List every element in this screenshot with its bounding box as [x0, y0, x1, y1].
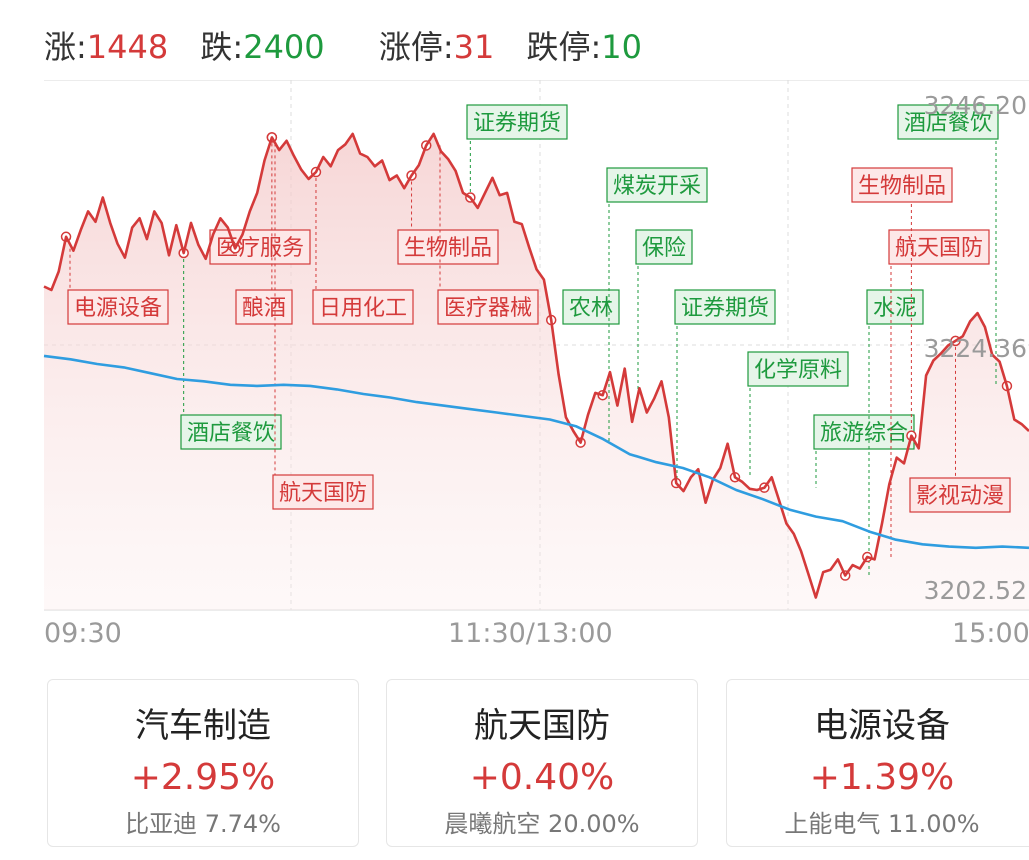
annotation-tag-box	[209, 229, 311, 265]
limit-down-value: 10	[601, 28, 643, 66]
annotation-tag-label: 证券期货	[473, 111, 561, 136]
market-stats-bar: 涨:1448 跌:2400 涨停:31 跌停:10	[44, 22, 664, 68]
sector-leader: 上能电气 11.00%	[784, 810, 980, 838]
annotation-tag-box	[272, 474, 374, 510]
y-tick-high: 3246.20	[924, 91, 1027, 120]
average-price-line	[43, 354, 1029, 550]
annotation-tag-box	[606, 167, 708, 203]
annotation-tag-box	[747, 351, 849, 387]
annotation-tag-box	[562, 289, 620, 325]
annotation-tag-box	[466, 104, 568, 140]
sector-leader: 晨曦航空 20.00%	[444, 810, 640, 838]
x-tick-midday: 11:30/13:00	[448, 618, 613, 649]
sector-change: +0.40%	[469, 757, 615, 798]
annotation-tag-box	[635, 229, 693, 265]
annotation-tag-box	[235, 289, 293, 325]
sector-change: +1.39%	[809, 757, 955, 798]
annotation-tag-label: 生物制品	[404, 236, 492, 261]
annotation-tag-label: 旅游综合	[820, 421, 908, 446]
annotation-tag-label: 保险	[642, 236, 686, 261]
annotation-tag-box	[813, 414, 915, 450]
index-area-fill	[44, 133, 1029, 610]
sector-leader: 比亚迪 7.74%	[125, 810, 281, 838]
sector-card-aerospace[interactable]: 航天国防 +0.40% 晨曦航空 20.00%	[386, 679, 698, 847]
annotation-tag-label: 酒店餐饮	[904, 111, 992, 136]
annotation-tag-label: 影视动漫	[916, 484, 1004, 509]
sector-change: +2.95%	[130, 757, 276, 798]
annotation-tag-box	[180, 414, 282, 450]
up-count-value: 1448	[86, 28, 169, 66]
y-tick-mid: 3224.36	[924, 334, 1027, 363]
index-price-line	[43, 132, 1029, 599]
y-tick-low: 3202.52	[924, 576, 1027, 605]
annotation-tag-label: 水泥	[873, 296, 917, 321]
annotation-tag-box	[312, 289, 414, 325]
annotation-tag-label: 酿酒	[242, 296, 286, 321]
annotation-tag-box	[897, 104, 999, 140]
annotation-tag-box	[866, 289, 924, 325]
annotation-tag-box	[67, 289, 169, 325]
annotation-tag-box	[397, 229, 499, 265]
annotation-tag-label: 煤炭开采	[613, 174, 701, 199]
sector-name: 汽车制造	[135, 706, 271, 746]
annotation-tag-box	[888, 229, 990, 265]
sector-cards: 汽车制造 +2.95% 比亚迪 7.74% 航天国防 +0.40% 晨曦航空 2…	[47, 679, 1029, 849]
annotation-tag-label: 航天国防	[895, 236, 983, 261]
x-tick-close: 15:00	[952, 618, 1029, 649]
down-count-label: 跌:	[200, 28, 244, 66]
annotation-tag-box	[674, 289, 776, 325]
annotation-tag-label: 电源设备	[74, 296, 162, 321]
annotation-tag-box	[437, 289, 539, 325]
annotation-tag-label: 航天国防	[279, 481, 367, 506]
limit-down-label: 跌停:	[526, 28, 602, 66]
limit-up-label: 涨停:	[378, 28, 454, 66]
sector-name: 电源设备	[814, 706, 950, 746]
intraday-index-chart[interactable]: 电源设备酒店餐饮医疗服务酿酒航天国防日用化工生物制品医疗器械证券期货农林煤炭开采…	[0, 80, 1029, 620]
sector-card-power[interactable]: 电源设备 +1.39% 上能电气 11.00%	[726, 679, 1029, 847]
annotation-tag-box	[909, 477, 1011, 513]
annotation-tag-label: 生物制品	[858, 174, 946, 199]
x-tick-open: 09:30	[44, 618, 122, 649]
annotation-tag-label: 农林	[569, 296, 613, 321]
up-count-label: 涨:	[44, 28, 87, 66]
limit-up-value: 31	[453, 28, 495, 66]
annotation-tag-label: 化学原料	[754, 358, 842, 383]
annotation-tag-label: 日用化工	[319, 296, 407, 321]
sector-card-auto[interactable]: 汽车制造 +2.95% 比亚迪 7.74%	[47, 679, 359, 847]
down-count-value: 2400	[243, 28, 325, 66]
annotation-tag-label: 酒店餐饮	[187, 421, 275, 446]
sector-name: 航天国防	[474, 706, 610, 746]
annotation-tag-label: 医疗服务	[216, 236, 304, 261]
annotation-tag-box	[851, 167, 953, 203]
annotation-tag-label: 医疗器械	[444, 296, 532, 321]
annotation-tag-label: 证券期货	[681, 296, 769, 321]
